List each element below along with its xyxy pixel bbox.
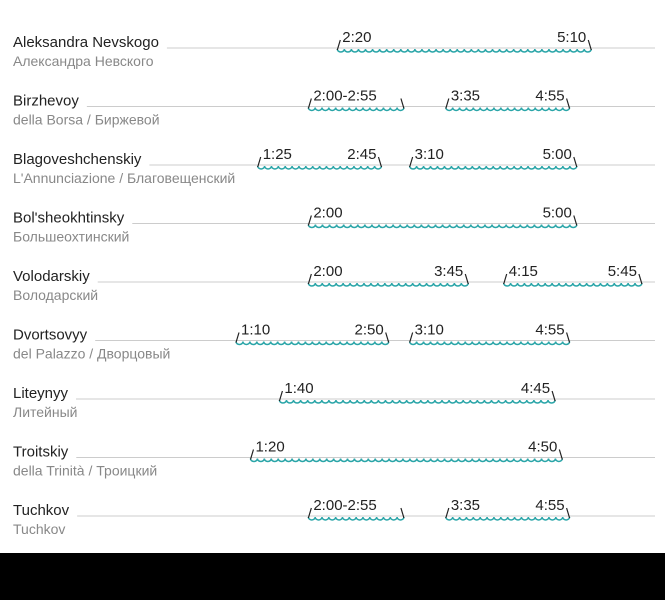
start-time: 2:00-2:55 — [313, 88, 376, 105]
bridge-subtitle: Литейный — [13, 404, 77, 420]
opening-wave — [249, 458, 564, 463]
bridge-name: Liteynyy — [13, 385, 69, 402]
opening-wave — [307, 516, 405, 521]
opening-wave — [256, 165, 383, 170]
opening-wave — [502, 282, 643, 287]
start-tick — [409, 156, 414, 168]
start-tick — [336, 39, 341, 51]
start-tick — [445, 98, 450, 109]
bridge-row: Volodarskiy Володарский 2:00 3:45 4:15 5:45 — [13, 263, 655, 303]
bridge-name: Blagoveshchenskiy — [13, 151, 142, 168]
bridge-name: Troitskiy — [13, 444, 69, 461]
bridge-name: Tuchkov — [13, 502, 70, 519]
bridge-row: Bol'sheokhtinsky Большеохтинский 2:00 5:00 — [13, 205, 655, 245]
opening-wave — [408, 165, 578, 170]
end-tick — [400, 507, 405, 519]
end-time: 5:10 — [557, 29, 586, 46]
bridge-row: Troitskiy della Trinità / Троицкий 1:20 4:5… — [13, 439, 655, 479]
start-time: 1:25 — [263, 146, 292, 163]
start-time: 1:20 — [255, 439, 284, 456]
bottom-band — [0, 553, 665, 600]
bridge-subtitle: Володарский — [13, 287, 98, 303]
bridge-row: Tuchkov Tuchkov 2:00-2:55 3:35 4:55 — [13, 497, 655, 537]
bridge-subtitle: del Palazzo / Дворцовый — [13, 346, 170, 362]
start-tick — [257, 156, 262, 168]
bridge-subtitle: della Borsa / Биржевой — [13, 112, 160, 128]
end-tick — [573, 156, 578, 168]
end-tick — [377, 156, 383, 168]
start-tick — [278, 390, 283, 402]
opening-wave — [307, 282, 470, 287]
bridge-subtitle: Большеохтинский — [13, 229, 129, 245]
start-time: 3:10 — [415, 146, 444, 163]
bridge-row: Birzhevoy della Borsa / Биржевой 2:00-2:55… — [13, 88, 655, 128]
end-tick — [558, 449, 563, 460]
bridge-name: Bol'sheokhtinsky — [13, 210, 125, 227]
end-time: 2:45 — [347, 146, 376, 163]
bridge-row: Dvortsovyy del Palazzo / Дворцовый 1:10 2:5… — [13, 322, 655, 362]
end-tick — [638, 273, 643, 285]
start-time: 4:15 — [509, 263, 538, 280]
end-tick — [464, 273, 469, 285]
bridge-name: Dvortsovyy — [13, 327, 88, 344]
end-time: 2:50 — [354, 322, 383, 339]
start-time: 1:10 — [241, 322, 270, 339]
bridge-subtitle: Александра Невского — [13, 53, 154, 69]
start-tick — [307, 98, 312, 109]
bridge-name: Aleksandra Nevskogo — [13, 34, 159, 51]
end-tick — [573, 215, 578, 226]
start-time: 2:00 — [313, 263, 342, 280]
bridge-name: Birzhevoy — [13, 93, 79, 110]
opening-wave — [307, 107, 405, 112]
end-time: 4:55 — [535, 88, 564, 105]
bridge-row: Liteynyy Литейный 1:40 4:45 — [13, 380, 655, 420]
start-tick — [307, 507, 312, 519]
opening-wave — [235, 341, 390, 346]
end-time: 5:45 — [608, 263, 637, 280]
bridge-subtitle: della Trinità / Троицкий — [13, 463, 157, 479]
opening-wave — [445, 107, 571, 112]
start-tick — [235, 332, 240, 343]
end-time: 4:45 — [521, 380, 550, 397]
start-time: 1:40 — [284, 380, 313, 397]
start-time: 2:20 — [342, 29, 371, 46]
start-time: 2:00 — [313, 205, 342, 222]
start-tick — [249, 449, 255, 460]
end-tick — [551, 390, 556, 402]
end-tick — [400, 98, 405, 109]
bridge-subtitle: Tuchkov — [13, 521, 65, 537]
end-tick — [587, 39, 592, 51]
opening-wave — [408, 341, 571, 346]
end-tick — [566, 98, 571, 109]
start-tick — [445, 507, 450, 519]
bridge-subtitle: L'Annunciazione / Благовещенский — [13, 170, 235, 186]
end-tick — [385, 332, 390, 343]
opening-wave — [445, 516, 571, 521]
start-tick — [409, 332, 414, 343]
end-time: 5:00 — [543, 146, 572, 163]
end-tick — [566, 332, 571, 343]
bridge-name: Volodarskiy — [13, 268, 90, 285]
start-time: 3:10 — [415, 322, 444, 339]
end-time: 4:55 — [535, 322, 564, 339]
end-tick — [566, 507, 571, 519]
end-time: 5:00 — [543, 205, 572, 222]
end-time: 3:45 — [434, 263, 463, 280]
opening-wave — [336, 48, 593, 53]
opening-wave — [307, 224, 578, 229]
opening-wave — [278, 399, 556, 404]
start-time: 3:35 — [451, 497, 480, 514]
start-time: 3:35 — [451, 88, 480, 105]
end-time: 4:55 — [535, 497, 564, 514]
start-tick — [307, 273, 312, 285]
end-time: 4:50 — [528, 439, 557, 456]
start-tick — [307, 215, 312, 226]
start-tick — [503, 273, 508, 285]
bridge-row: Aleksandra Nevskogo Александра Невского 2:… — [13, 29, 655, 69]
start-time: 2:00-2:55 — [313, 497, 376, 514]
bridge-row: Blagoveshchenskiy L'Annunciazione / Благо… — [13, 146, 655, 186]
